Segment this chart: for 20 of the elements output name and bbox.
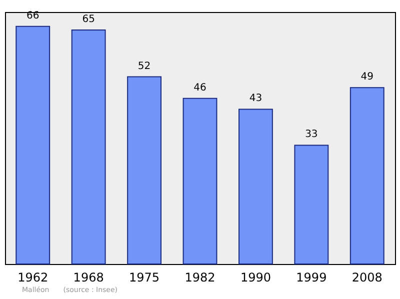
data-label: 43 [249, 93, 262, 104]
x-tick-label: 1962 [18, 270, 48, 284]
x-tick-label: 1990 [240, 270, 271, 284]
data-label: 33 [305, 129, 318, 140]
bar [127, 76, 162, 264]
bar [350, 87, 384, 264]
x-tick-label: 1982 [184, 270, 216, 284]
x-tick-label: 1999 [296, 270, 327, 284]
bar [182, 98, 218, 264]
x-tick-label: 2008 [352, 270, 382, 284]
data-label: 49 [360, 72, 374, 83]
data-label: 65 [82, 14, 95, 25]
x-tick-label: 1975 [129, 270, 160, 284]
x-tick-label: 1968 [73, 270, 104, 284]
bar [294, 144, 329, 264]
bar [71, 30, 106, 264]
bar [238, 108, 273, 264]
data-label: 52 [138, 60, 151, 72]
data-label: 46 [194, 82, 206, 94]
bar [16, 26, 50, 264]
